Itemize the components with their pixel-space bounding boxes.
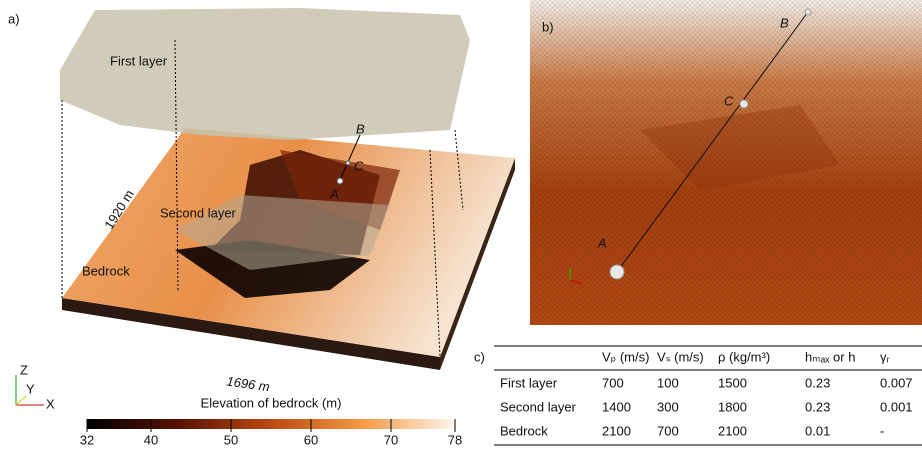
table-cell: 0.01 (805, 423, 830, 438)
table-cell: 1800 (718, 399, 747, 414)
point-label: A (329, 186, 339, 201)
table-cell: 1500 (718, 375, 747, 390)
table-cell: 0.007 (880, 375, 913, 390)
column-header: Vₚ (m/s) (602, 349, 649, 364)
dimension-label: 1696 m (226, 374, 271, 395)
table: c) Vₚ (m/s) Vₛ (m/s) ρ (kg/m³) hₘₐₓ or h γᵣ F… (474, 346, 922, 445)
table-cell: - (880, 423, 884, 438)
point (346, 161, 350, 165)
table-cell: Bedrock (500, 423, 548, 438)
layer-label: Second layer (160, 205, 237, 220)
table-cell: 0.23 (805, 375, 830, 390)
axis-label: Z (20, 362, 28, 377)
colorbar-title: Elevation of bedrock (m) (201, 395, 342, 410)
table-cell: 100 (657, 375, 679, 390)
table-cell: 0.23 (805, 399, 830, 414)
axis-label: Y (26, 381, 35, 396)
panel-label: c) (474, 349, 485, 364)
point (337, 178, 343, 184)
panel-label: a) (8, 11, 20, 26)
colorbar-ramp (87, 419, 455, 429)
layer-label: First layer (110, 53, 168, 68)
point-label: C (354, 158, 364, 173)
colorbar-tick-label: 60 (304, 432, 318, 447)
table-cell: 700 (657, 423, 679, 438)
point-label: B (780, 15, 789, 30)
colorbar-tick-label: 50 (224, 432, 238, 447)
colorbar: Elevation of bedrock (m) 32 40 50 60 70 78 (80, 395, 462, 447)
table-cell: First layer (500, 375, 558, 390)
table-cell: 2100 (718, 423, 747, 438)
table-cell: Second layer (500, 399, 577, 414)
table-cell: 300 (657, 399, 679, 414)
colorbar-tick-label: 32 (80, 432, 94, 447)
colorbar-tick-label: 70 (384, 432, 398, 447)
table-cell: 2100 (602, 423, 631, 438)
axis-label: X (46, 396, 55, 411)
figure: a) First layer Second layer Bedrock 1920… (0, 0, 922, 451)
colorbar-tick-label: 78 (448, 432, 462, 447)
panel-label: b) (542, 19, 554, 34)
column-header: ρ (kg/m³) (718, 349, 770, 364)
point-label: A (597, 235, 607, 250)
column-header: hₘₐₓ or h (805, 349, 855, 364)
axes-triad: Z Y X (16, 362, 55, 411)
colorbar-tick-label: 40 (144, 432, 158, 447)
mesh-view (530, 0, 922, 325)
layer-label: Bedrock (82, 263, 130, 278)
column-header: Vₛ (m/s) (657, 349, 704, 364)
table-cell: 1400 (602, 399, 631, 414)
first-layer (60, 8, 470, 140)
column-header: γᵣ (880, 349, 890, 364)
table-cell: 0.001 (880, 399, 913, 414)
slab (62, 128, 515, 370)
point-label: C (724, 93, 734, 108)
point-label: B (356, 121, 365, 136)
table-cell: 700 (602, 375, 624, 390)
